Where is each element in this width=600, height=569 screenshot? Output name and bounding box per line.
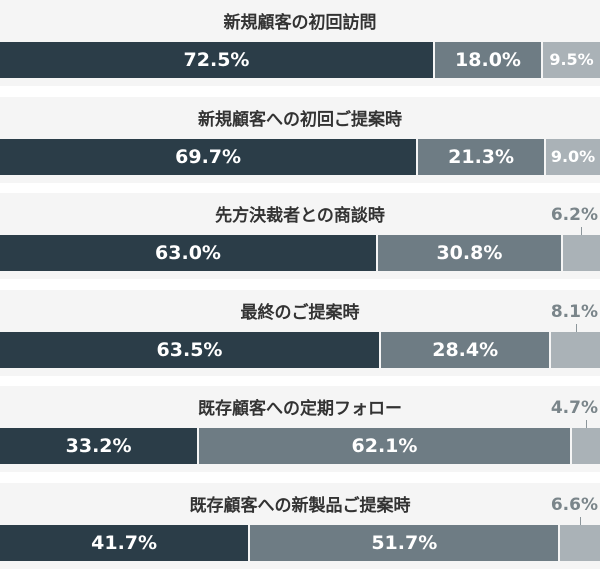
data-label: 69.7% <box>175 145 242 168</box>
bar-segment-3 <box>551 331 600 368</box>
bar-segment-2 <box>435 42 541 78</box>
data-label: 9.5% <box>549 50 594 69</box>
bar-segment-1 <box>0 42 433 78</box>
data-label: 28.4% <box>432 338 499 361</box>
data-label: 9.0% <box>550 146 596 166</box>
category-label: 既存顧客への定期フォロー <box>198 399 402 419</box>
data-label: 51.7% <box>371 531 438 554</box>
data-label: 62.1% <box>351 435 418 457</box>
category-label: 既存顧客への新製品ご提案時 <box>189 495 411 516</box>
bar-segment-3 <box>543 42 600 78</box>
data-label: 6.6% <box>550 494 598 515</box>
data-label: 8.1% <box>550 301 598 322</box>
bar-segment-2 <box>418 138 544 175</box>
bar-segment-2 <box>381 331 550 368</box>
data-label: 41.7% <box>91 531 158 554</box>
bar-segment-2 <box>199 428 570 464</box>
bar-segment-1 <box>0 235 376 271</box>
category-label: 新規顧客の初回訪問 <box>223 13 377 33</box>
data-label: 33.2% <box>65 435 132 457</box>
bar-segment-1 <box>0 331 379 368</box>
bar-segment-3 <box>546 138 600 175</box>
data-label: 63.0% <box>155 242 221 264</box>
data-label: 4.7% <box>550 398 598 418</box>
label-leader-line <box>575 323 577 332</box>
data-label: 18.0% <box>455 49 521 71</box>
bar-segment-2 <box>378 235 561 271</box>
data-label: 63.5% <box>156 338 223 361</box>
label-leader-line <box>585 420 587 428</box>
data-label: 6.2% <box>550 205 598 225</box>
data-label: 21.3% <box>448 145 515 168</box>
bar-segment-1 <box>0 138 417 175</box>
bar-segment-3 <box>571 428 600 464</box>
label-leader-line <box>581 227 583 235</box>
category-label: 最終のご提案時 <box>240 302 360 323</box>
bar-segment-1 <box>0 524 249 561</box>
bar-segment-2 <box>250 524 559 561</box>
category-label: 先方決裁者との商談時 <box>215 206 385 226</box>
bar-segment-1 <box>0 428 198 464</box>
category-label: 新規顧客への初回ご提案時 <box>198 109 402 130</box>
data-label: 30.8% <box>436 242 503 264</box>
data-label: 72.5% <box>183 49 250 71</box>
bar-segment-3 <box>560 524 600 561</box>
label-leader-line <box>580 516 582 525</box>
bar-segment-3 <box>562 235 600 271</box>
